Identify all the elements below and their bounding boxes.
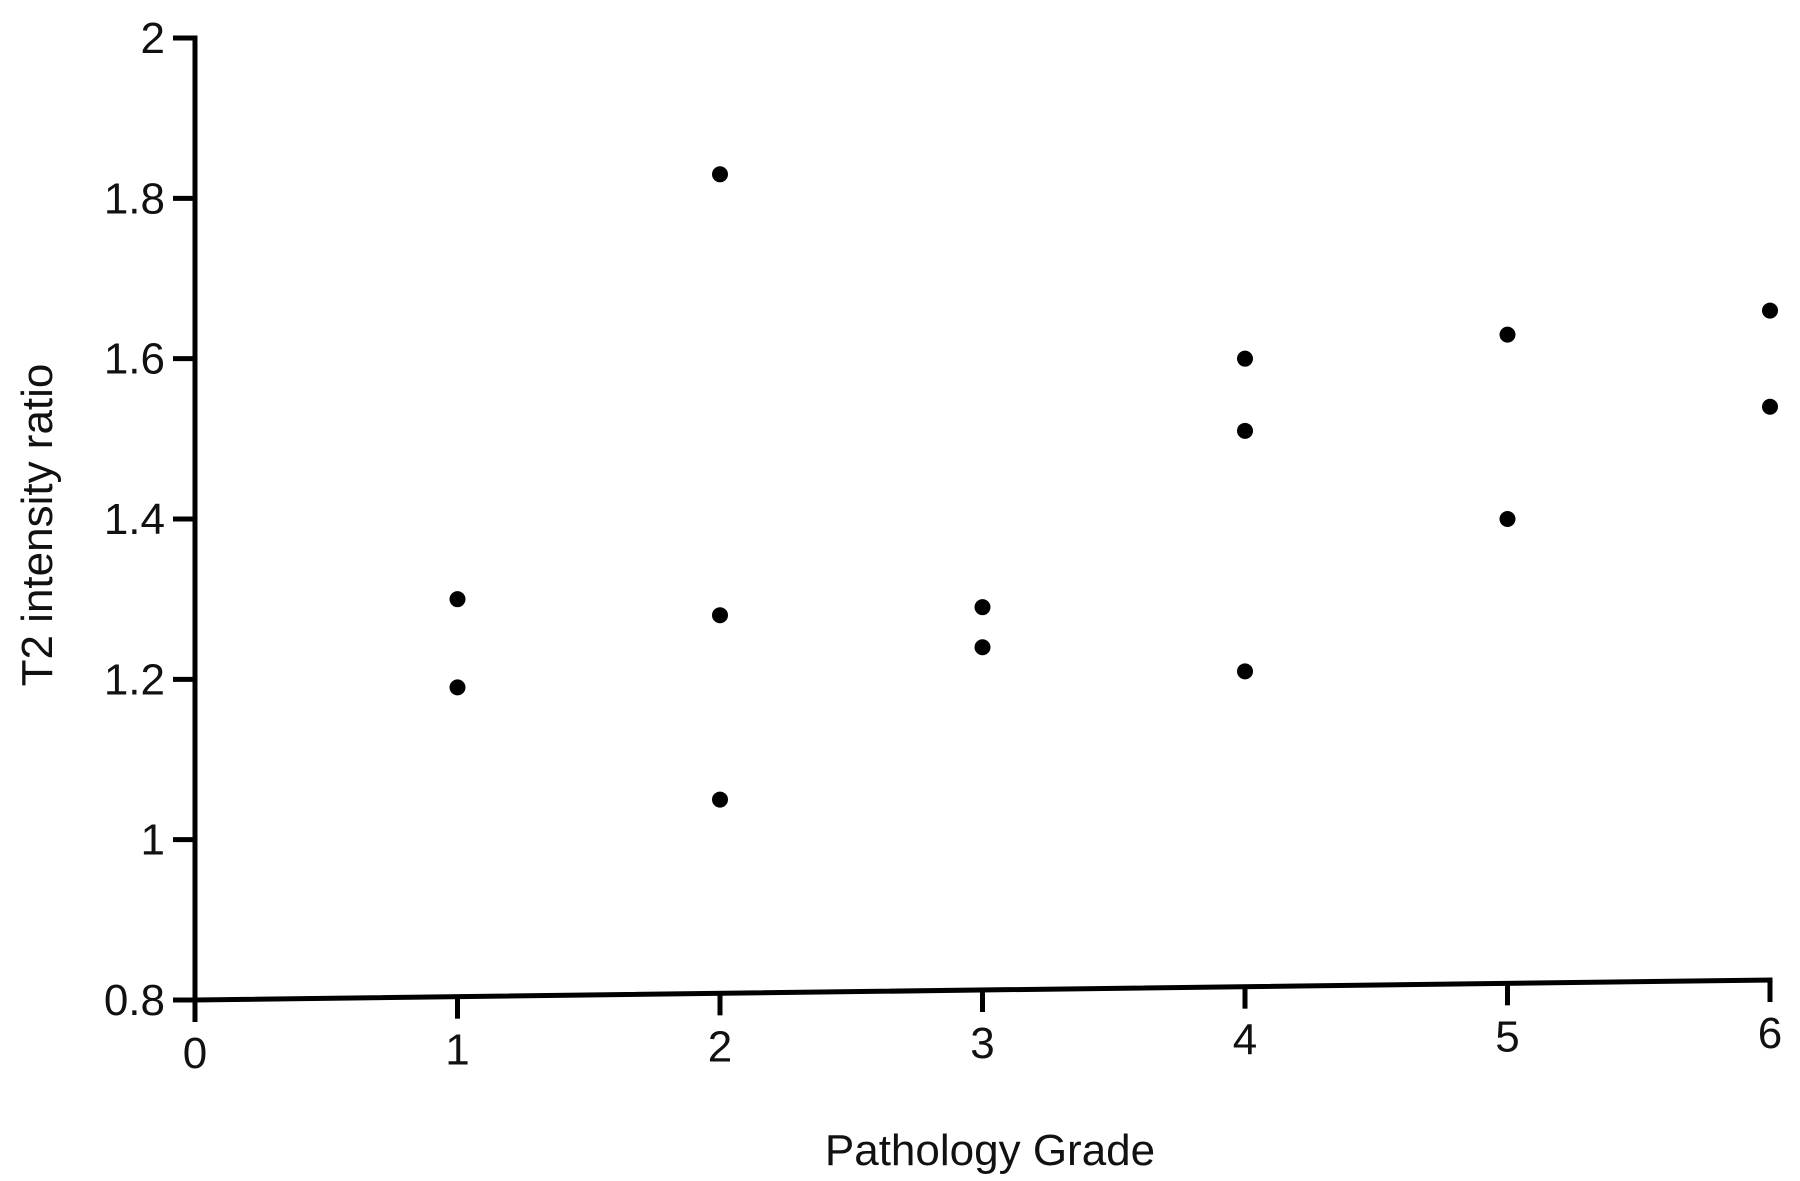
x-tick-label: 5: [1495, 1012, 1519, 1061]
data-point: [712, 791, 728, 808]
y-axis-title: T2 intensity ratio: [13, 364, 62, 687]
y-tick-label: 1.8: [104, 174, 165, 223]
y-tick-label: 1.6: [104, 335, 165, 384]
y-ticks: 0.8 1 1.2 1.4 1.6 1.8 2: [104, 14, 195, 1025]
y-tick-label: 1.4: [104, 495, 165, 544]
data-point: [1237, 422, 1253, 439]
x-tick-label: 1: [445, 1026, 469, 1075]
y-tick-label: 0.8: [104, 976, 165, 1025]
data-point: [1762, 302, 1778, 319]
axes: [192, 35, 1773, 1003]
x-ticks: 0 1 2 3 4 5 6: [183, 980, 1782, 1078]
x-tick-label: 6: [1758, 1009, 1782, 1058]
y-tick-label: 1: [141, 816, 165, 865]
x-tick-label: 4: [1233, 1016, 1257, 1065]
y-tick-label: 2: [141, 14, 165, 63]
y-tick-label: 1.2: [104, 655, 165, 704]
data-point: [974, 599, 991, 616]
data-point: [449, 679, 466, 696]
data-point: [974, 639, 991, 656]
data-point: [449, 591, 466, 608]
data-point: [1237, 350, 1253, 367]
data-point: [1237, 663, 1253, 680]
x-tick-label: 0: [183, 1029, 207, 1078]
data-point: [712, 607, 728, 624]
x-axis-title: Pathology Grade: [825, 1126, 1155, 1175]
data-point: [1762, 398, 1778, 415]
data-point: [1499, 326, 1516, 343]
data-points: [449, 166, 1778, 808]
data-point: [712, 166, 728, 183]
x-tick-label: 2: [708, 1022, 732, 1071]
data-point: [1499, 511, 1516, 527]
x-tick-label: 3: [970, 1019, 994, 1068]
